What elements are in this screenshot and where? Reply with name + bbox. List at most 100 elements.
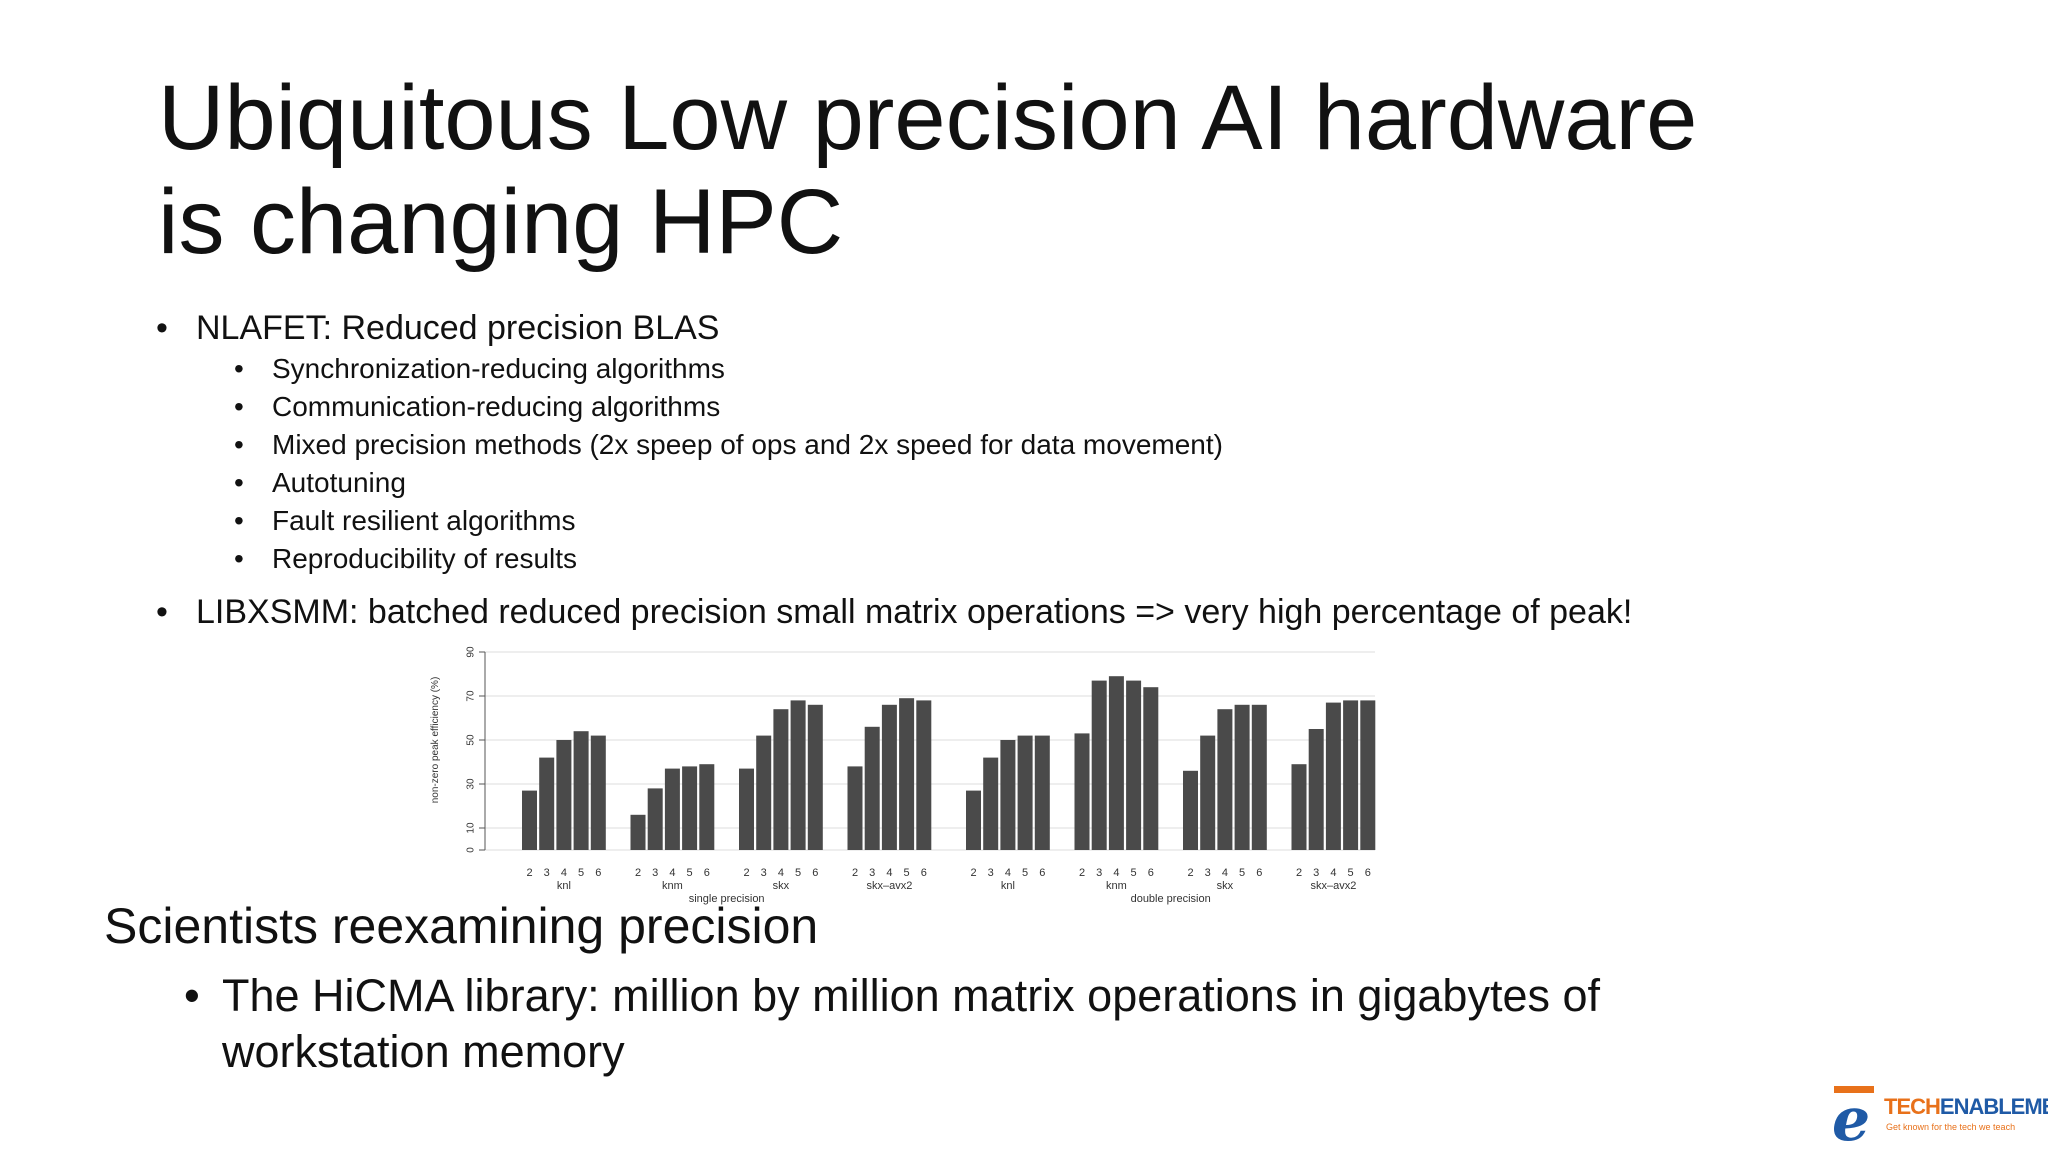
bar	[881, 704, 897, 850]
bullet-libxsmm: • LIBXSMM: batched reduced precision sma…	[150, 590, 1710, 634]
bullet-libxsmm-text: LIBXSMM: batched reduced precision small…	[196, 593, 1633, 631]
x-tick-label: 5	[1131, 867, 1137, 879]
bullet-marker: •	[234, 353, 244, 384]
sub-bullet: • Reproducibility of results	[150, 540, 1710, 578]
x-tick-label: 5	[687, 867, 693, 879]
x-tick-label: 6	[1148, 867, 1154, 879]
bar	[1000, 740, 1016, 850]
bar	[1200, 735, 1216, 850]
bar	[1234, 704, 1250, 850]
x-tick-label: 2	[635, 867, 641, 879]
bar	[664, 768, 680, 850]
bullet-marker: •	[234, 467, 244, 498]
x-tick-label: 4	[1330, 867, 1336, 879]
x-tick-label: 5	[1239, 867, 1245, 879]
efficiency-bar-chart: 0 10 30 50 70 90 non-zero peak efficiency (%) 2…	[420, 622, 1390, 912]
x-tick-label: 5	[795, 867, 801, 879]
x-tick-label: 3	[652, 867, 658, 879]
bullet-marker: •	[234, 429, 244, 460]
bar	[847, 766, 863, 850]
bar	[1308, 729, 1324, 850]
x-tick-label: 2	[1296, 867, 1302, 879]
bar	[1251, 704, 1267, 850]
sub-bullet-text: Autotuning	[272, 467, 406, 498]
bar	[739, 768, 754, 850]
bar	[1017, 735, 1033, 850]
bar	[756, 735, 772, 850]
bullet-nlafet-text: NLAFET: Reduced precision BLAS	[196, 309, 720, 347]
bar	[899, 698, 915, 850]
bar	[1325, 702, 1341, 850]
x-tick-label: 5	[904, 867, 910, 879]
x-tick-label: 3	[1096, 867, 1102, 879]
chart-svg: 0 10 30 50 70 90 non-zero peak efficiency (%) 2…	[430, 646, 1376, 905]
logo-brand-tech: TECH	[1884, 1094, 1941, 1119]
sub-bullet: • Autotuning	[150, 464, 1710, 502]
bar	[1108, 676, 1124, 850]
bar	[699, 764, 715, 850]
x-tick-label: 3	[1205, 867, 1211, 879]
logo-letter: e	[1832, 1085, 1870, 1144]
bar	[556, 740, 572, 850]
bullet-marker: •	[156, 309, 168, 347]
platform-label: skx–avx2	[1310, 880, 1356, 892]
x-tick-label: 4	[778, 867, 784, 879]
sub-bullet: • Fault resilient algorithms	[150, 502, 1710, 540]
bar	[1291, 764, 1307, 850]
y-tick-label: 50	[466, 734, 477, 746]
x-tick-label: 5	[578, 867, 584, 879]
bar	[522, 790, 537, 850]
x-tick-label: 6	[595, 867, 601, 879]
y-tick-label: 70	[466, 690, 477, 702]
bar	[916, 700, 932, 850]
x-tick-label: 6	[1039, 867, 1045, 879]
bar	[1074, 733, 1090, 850]
sub-bullet-text: Synchronization-reducing algorithms	[272, 353, 725, 384]
sub-bullet-text: Mixed precision methods (2x speep of ops…	[272, 429, 1223, 460]
bar	[590, 735, 606, 850]
x-tick-label: 6	[812, 867, 818, 879]
x-tick-label: 6	[1365, 867, 1371, 879]
sub-bullet-text: Reproducibility of results	[272, 543, 578, 574]
x-tick-label: 3	[1313, 867, 1319, 879]
y-tick-label: 30	[466, 778, 477, 790]
bar	[807, 704, 823, 850]
bullet-marker: •	[234, 505, 244, 536]
x-tick-label: 4	[886, 867, 892, 879]
x-tick-label: 4	[669, 867, 675, 879]
precision-label: single precision	[689, 893, 765, 905]
bar	[1217, 709, 1233, 850]
x-tick-label: 6	[704, 867, 710, 879]
bar	[630, 814, 646, 850]
x-tick-label: 2	[526, 867, 532, 879]
x-tick-label: 6	[1256, 867, 1262, 879]
x-tick-label: 3	[544, 867, 550, 879]
bullet-hicma-text: The HiCMA library: million by million ma…	[222, 970, 1601, 1077]
y-axis-label: non-zero peak efficiency (%)	[430, 677, 441, 804]
slide-title: Ubiquitous Low precision AI hardware is …	[158, 67, 1698, 273]
x-tick-label: 2	[1187, 867, 1193, 879]
x-tick-label: 2	[1079, 867, 1085, 879]
bullet-marker: •	[184, 970, 200, 1021]
platform-label: skx–avx2	[866, 880, 912, 892]
bar	[773, 709, 789, 850]
bar	[983, 757, 999, 850]
platform-label: skx	[1217, 880, 1234, 892]
x-tick-label: 5	[1348, 867, 1354, 879]
platform-label: knl	[1001, 880, 1015, 892]
bar	[790, 700, 806, 850]
bar	[1143, 687, 1159, 850]
y-tick-label: 10	[466, 822, 477, 834]
y-tick-label: 90	[466, 646, 477, 658]
y-tick-label: 0	[466, 847, 477, 853]
platform-label: knm	[662, 880, 683, 892]
sub-bullet-text: Fault resilient algorithms	[272, 505, 576, 536]
bar	[1360, 700, 1376, 850]
bar	[966, 790, 981, 850]
platform-label: knl	[557, 880, 571, 892]
sub-bullet-text: Communication-reducing algorithms	[272, 391, 721, 422]
bullet-marker: •	[156, 593, 168, 631]
sub-bullet: • Communication-reducing algorithms	[150, 388, 1710, 426]
logo-brand-enablement: ENABLEMENT	[1939, 1094, 2048, 1119]
bar	[1126, 680, 1142, 850]
